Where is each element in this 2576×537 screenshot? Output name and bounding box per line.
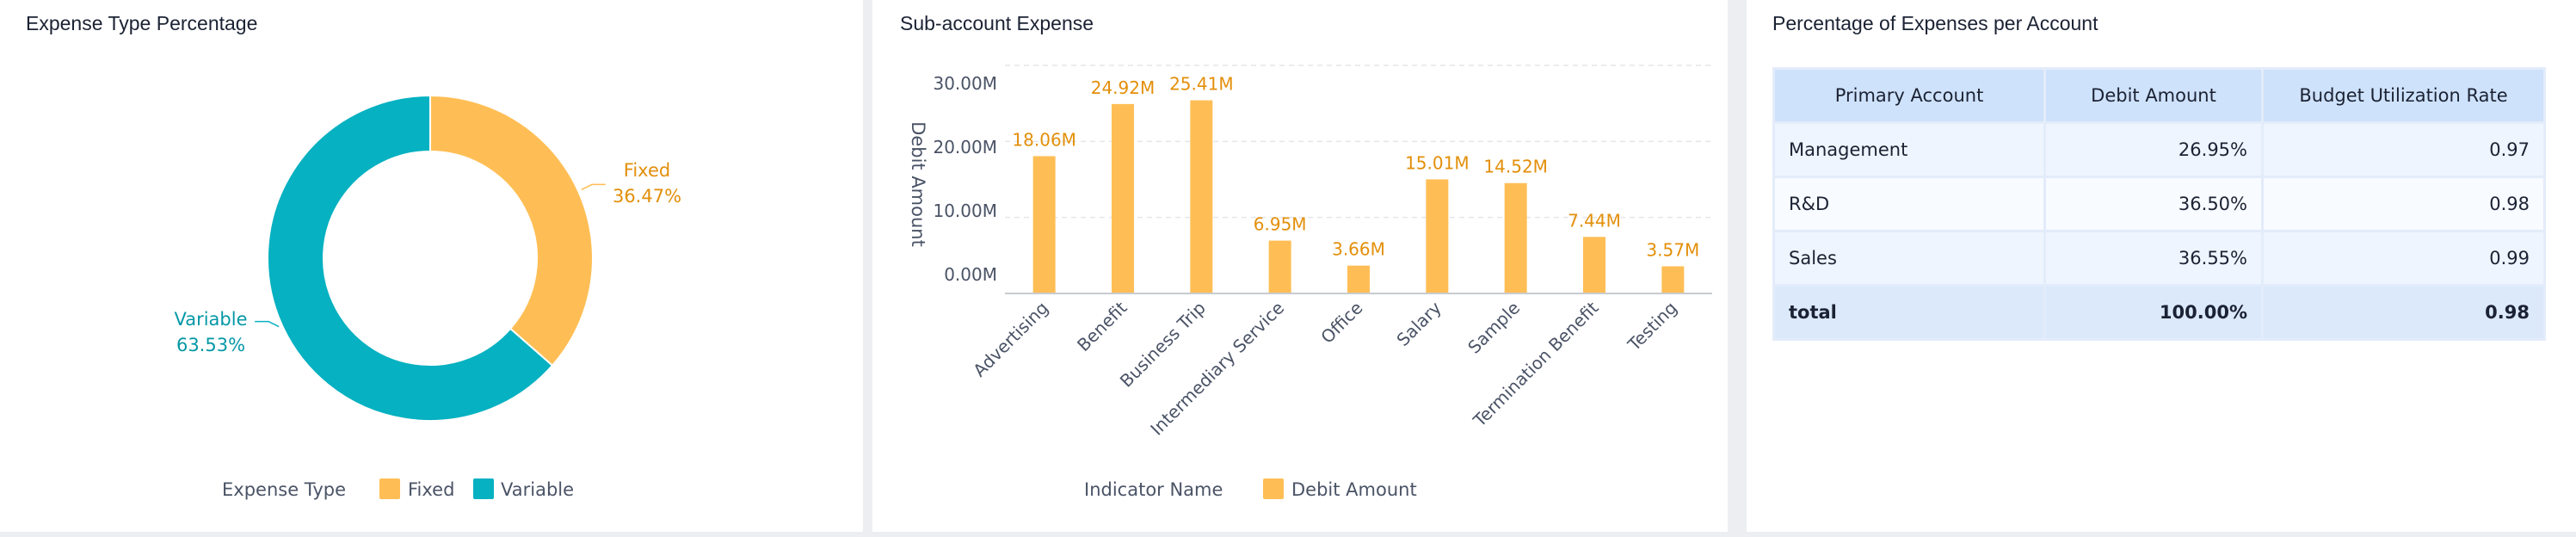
- donut-slice-fixed: [429, 94, 594, 367]
- table-row: Management 26.95% 0.97: [1772, 121, 2546, 178]
- bar-value-label: 25.41M: [1169, 74, 1234, 95]
- y-axis-title: Debit Amount: [908, 121, 928, 247]
- slice-percent-label: 36.47%: [613, 186, 681, 207]
- x-tick-label: Advertising: [969, 298, 1052, 381]
- legend-title: Expense Type: [222, 479, 346, 500]
- cell-rate: 0.98: [2261, 176, 2546, 232]
- legend-swatch-variable: [473, 478, 494, 499]
- bar-sample: [1504, 182, 1527, 293]
- bar-value-label: 14.52M: [1483, 157, 1548, 177]
- bar-advertising: [1032, 156, 1056, 293]
- bar-benefit: [1112, 103, 1134, 293]
- bar-chart: 0.00M 10.00M 20.00M 30.00M Debit Amount 18.06…: [908, 65, 1712, 500]
- bar-panel: Sub-account Expense 0.00M 10.00M 20.00M 30.…: [872, 0, 1728, 532]
- bar-salary: [1426, 179, 1449, 293]
- table-total-row: total 100.00% 0.98: [1772, 284, 2546, 341]
- bar-value-label: 6.95M: [1254, 214, 1307, 235]
- panel-title: Sub-account Expense: [900, 12, 1094, 34]
- cell-account: Management: [1772, 121, 2046, 178]
- y-tick-label: 0.00M: [944, 264, 997, 285]
- expense-table: Primary Account Debit Amount Budget Util…: [1772, 67, 2546, 341]
- header-debit-amount[interactable]: Debit Amount: [2043, 67, 2264, 124]
- y-tick-label: 20.00M: [933, 137, 997, 157]
- panel-title: Percentage of Expenses per Account: [1772, 12, 2098, 34]
- legend-label-fixed: Fixed: [408, 479, 454, 500]
- x-tick-label: Sample: [1464, 298, 1524, 358]
- table-row: Sales 36.55% 0.99: [1772, 230, 2546, 287]
- legend-label-debit-amount: Debit Amount: [1291, 479, 1417, 500]
- y-tick-label: 30.00M: [933, 73, 997, 94]
- table-panel: Percentage of Expenses per Account Prima…: [1747, 0, 2576, 532]
- cell-debit: 36.50%: [2043, 176, 2264, 232]
- x-tick-label: Salary: [1392, 297, 1445, 350]
- panel-title: Expense Type Percentage: [26, 12, 258, 34]
- cell-total-rate: 0.98: [2261, 284, 2546, 341]
- header-budget-utilization[interactable]: Budget Utilization Rate: [2261, 67, 2546, 124]
- legend-swatch-debit-amount: [1263, 478, 1284, 499]
- cell-debit: 26.95%: [2043, 121, 2264, 178]
- cell-total-debit: 100.00%: [2043, 284, 2264, 341]
- table-row: R&D 36.50% 0.98: [1772, 176, 2546, 232]
- cell-rate: 0.99: [2261, 230, 2546, 287]
- header-primary-account[interactable]: Primary Account: [1772, 67, 2046, 124]
- cell-account: R&D: [1772, 176, 2046, 232]
- bar-value-label: 3.66M: [1332, 239, 1385, 260]
- slice-category-label: Fixed: [624, 160, 670, 181]
- label-leader-line: [581, 183, 606, 191]
- bar-value-label: 3.57M: [1646, 239, 1699, 260]
- table-header-row: Primary Account Debit Amount Budget Util…: [1772, 67, 2546, 124]
- bar-value-label: 24.92M: [1091, 77, 1156, 98]
- donut-slice-variable: [266, 94, 554, 422]
- bar-business-trip: [1190, 100, 1213, 293]
- x-tick-label: Benefit: [1073, 297, 1131, 355]
- cell-debit: 36.55%: [2043, 230, 2264, 287]
- x-tick-label: Office: [1316, 298, 1366, 348]
- legend-swatch-fixed: [379, 478, 400, 499]
- bar-value-label: 18.06M: [1012, 129, 1076, 150]
- slice-percent-label: 63.53%: [176, 335, 245, 355]
- bar-value-label: 15.01M: [1405, 152, 1470, 173]
- legend-title: Indicator Name: [1084, 479, 1223, 500]
- donut-panel: Expense Type Percentage Fixed 36.47% Varia…: [0, 0, 863, 532]
- x-tick-label: Intermediary Service: [1146, 298, 1288, 440]
- bar-testing: [1661, 266, 1685, 293]
- slice-category-label: Variable: [174, 309, 247, 330]
- cell-rate: 0.97: [2261, 121, 2546, 178]
- cell-account: Sales: [1772, 230, 2046, 287]
- y-tick-label: 10.00M: [933, 201, 997, 221]
- bar-value-label: 7.44M: [1568, 210, 1621, 231]
- bar-office: [1347, 265, 1370, 293]
- cell-total-label: total: [1772, 284, 2046, 341]
- x-tick-label: Testing: [1623, 298, 1680, 355]
- donut-chart: Fixed 36.47% Variable 63.53% Expense Type Fix…: [174, 94, 681, 500]
- bar-termination-benefit: [1583, 237, 1605, 293]
- bar-intermediary-service: [1268, 240, 1291, 293]
- legend-label-variable: Variable: [501, 479, 574, 500]
- label-leader-line: [255, 320, 280, 328]
